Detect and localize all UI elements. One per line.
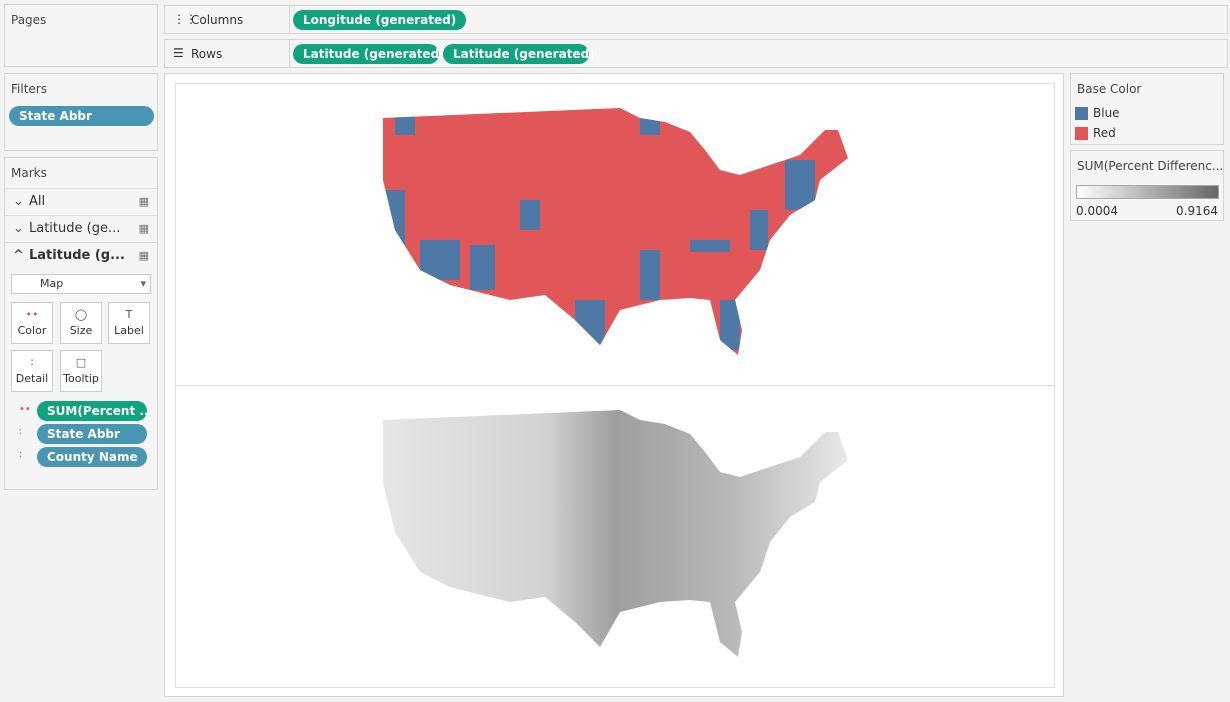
field-pill[interactable]: County Name — [37, 447, 147, 467]
label-button[interactable]: T Label — [108, 302, 150, 344]
button-label: Tooltip — [63, 372, 99, 385]
field-icon: •• — [19, 404, 31, 415]
pages-shelf: Pages — [4, 4, 158, 67]
columns-label: Columns — [191, 13, 244, 27]
filters-shelf: Filters State Abbr — [4, 73, 158, 151]
legend-title: SUM(Percent Differenc... — [1077, 159, 1224, 173]
detail-button[interactable]: ∶ Detail — [11, 350, 53, 392]
button-label: Label — [114, 324, 144, 337]
marks-tab[interactable]: ⌄ All ▦ — [5, 188, 157, 214]
color-legend: Base Color Blue Red — [1070, 73, 1224, 145]
legend-swatch — [1075, 107, 1088, 120]
button-label: Size — [69, 324, 93, 337]
tooltip-button[interactable]: □ Tooltip — [60, 350, 102, 392]
marks-card: Marks ⌄ All ▦ ⌄ Latitude (ge... ▦ ^ Latitude … — [4, 157, 158, 490]
marks-tab[interactable]: ^ Latitude (g... ▦ — [5, 242, 157, 268]
marks-title: Marks — [11, 166, 47, 180]
row-pill[interactable]: Latitude (generated) — [293, 44, 445, 64]
field-icon: ∶ — [19, 427, 22, 438]
field-icon: ∶ — [19, 450, 22, 461]
divider — [289, 6, 290, 33]
legend-title: Base Color — [1077, 82, 1142, 96]
color-button[interactable]: •• Color — [11, 302, 53, 344]
filters-title: Filters — [11, 82, 47, 96]
field-pill[interactable]: State Abbr — [37, 424, 147, 444]
gradient-legend: SUM(Percent Differenc... 0.0004 0.9164 — [1070, 150, 1224, 221]
pages-title: Pages — [11, 13, 47, 27]
marks-tab[interactable]: ⌄ Latitude (ge... ▦ — [5, 215, 157, 241]
marks-tab-label: Latitude (g... — [29, 248, 125, 263]
field-pill[interactable]: SUM(Percent .. — [37, 401, 149, 421]
gradient-max: 0.9164 — [1176, 204, 1218, 218]
rows-icon: ☰ — [173, 46, 184, 60]
dropdown-arrow: ▾ — [140, 277, 146, 290]
legend-label: Blue — [1093, 106, 1120, 120]
button-label: Color — [17, 324, 47, 337]
legend-label: Red — [1093, 126, 1116, 140]
party-map — [383, 108, 848, 355]
column-pill[interactable]: Longitude (generated) — [293, 10, 467, 30]
mark-type-dropdown[interactable]: Map ▾ — [11, 274, 151, 294]
gradient-min: 0.0004 — [1076, 204, 1118, 218]
button-label: Detail — [15, 372, 49, 385]
marks-tab-label: All — [29, 194, 46, 209]
columns-shelf: ⋮⋮ Columns Longitude (generated) — [164, 5, 1228, 34]
rows-shelf: ☰ Rows Latitude (generated) Latitude (ge… — [164, 39, 1228, 68]
row-pill[interactable]: Latitude (generated) — [443, 44, 595, 64]
legend-swatch — [1075, 127, 1088, 140]
gradient-bar — [1076, 185, 1219, 199]
mark-type-label: Map — [40, 277, 64, 290]
size-button[interactable]: ◯ Size — [60, 302, 102, 344]
divider — [289, 40, 290, 67]
marks-tab-label: Latitude (ge... — [29, 221, 121, 236]
columns-icon: ⋮⋮ — [173, 12, 197, 26]
filter-pill[interactable]: State Abbr — [9, 106, 154, 126]
rows-label: Rows — [191, 47, 223, 61]
